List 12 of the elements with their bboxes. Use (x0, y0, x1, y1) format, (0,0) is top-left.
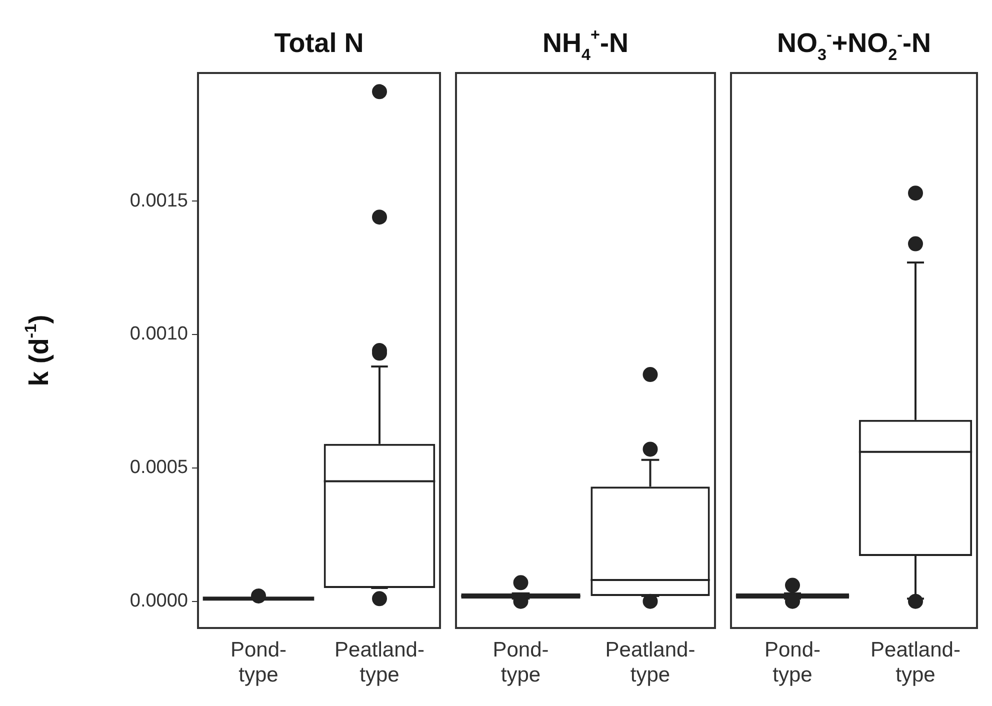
x-tick-label: Peatland-type (334, 638, 424, 687)
x-tick-label: Pond-type (230, 638, 287, 687)
y-tick-label: 0.0010 (130, 324, 188, 345)
y-tick-label: 0.0005 (130, 457, 188, 478)
x-tick-label: Pond-type (492, 638, 549, 687)
x-tick-label: Peatland-type (605, 638, 696, 687)
chart-title: Total N (274, 28, 364, 58)
x-tick-label: Peatland-type (870, 638, 960, 687)
y-tick-label: 0.0015 (130, 190, 188, 212)
x-tick-label: Pond-type (764, 638, 821, 687)
y-axis-title: k (d-1) (22, 314, 54, 386)
y-tick-label: 0.0000 (130, 590, 188, 612)
